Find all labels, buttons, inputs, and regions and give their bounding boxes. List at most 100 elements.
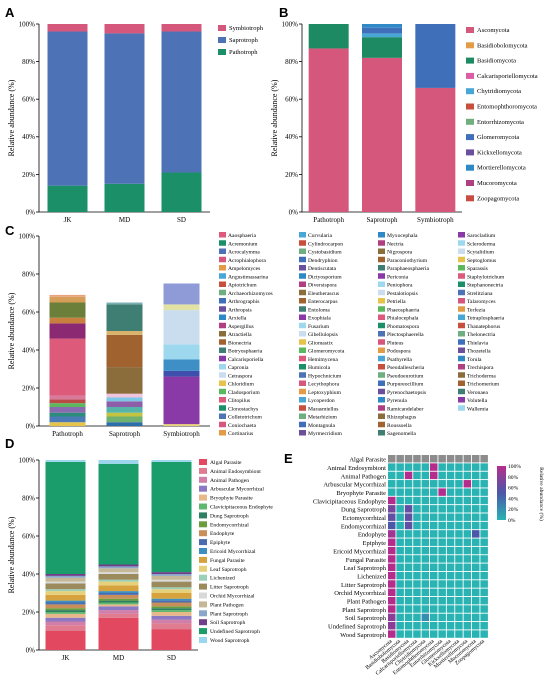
e-heatmap-cell [472, 505, 480, 513]
e-heatmap-cell [438, 613, 446, 622]
e-heatmap-cell [430, 455, 438, 463]
c-legend-swatch [299, 298, 306, 304]
e-heatmap-cell [421, 546, 430, 555]
e-heatmap-cell [388, 530, 396, 538]
e-heatmap-cell [388, 596, 396, 605]
e-heatmap-cell [438, 538, 446, 546]
d-legend-swatch [199, 459, 207, 465]
c-legend-swatch [458, 240, 465, 246]
d-legend-label: Plant Pathogen [210, 602, 244, 608]
c-bar-segment [49, 317, 86, 324]
e-heatmap-cell [430, 505, 438, 513]
d-bar-segment [45, 577, 86, 582]
c-y-tick-label: 0% [26, 422, 36, 430]
c-bar-segment [49, 338, 86, 396]
c-legend-label: Calcarisporiella [228, 357, 264, 363]
e-heatmap-cell [388, 613, 396, 622]
e-heatmap-cell [463, 471, 472, 480]
c-legend-label: Montagnula [308, 423, 336, 429]
e-heatmap-cell [396, 605, 404, 613]
a-legend-label: Pathotroph [229, 49, 258, 56]
d-legend-swatch [199, 637, 207, 643]
e-colorbar-tick: 40% [508, 496, 519, 502]
e-heatmap-cell [430, 546, 438, 555]
b-legend-label: Mucoromycota [477, 180, 517, 187]
c-legend-swatch [299, 372, 306, 378]
e-heatmap-cell [480, 588, 488, 597]
c-x-tick-label: Saprotroph [109, 430, 141, 438]
c-legend-swatch [299, 380, 306, 386]
d-bar-segment [45, 625, 86, 631]
d-legend-swatch [199, 601, 207, 608]
e-heatmap-cell [446, 588, 455, 597]
e-heatmap-cell [421, 622, 430, 630]
e-heatmap-cell [413, 455, 421, 463]
b-legend-swatch [466, 118, 474, 125]
e-heatmap-cell [413, 530, 421, 538]
b-legend-label: Basidiomycota [477, 58, 516, 65]
e-heatmap-cell [404, 588, 413, 597]
e-heatmap-cell [388, 546, 396, 555]
c-legend-label: Phialocephala [387, 316, 419, 322]
e-heatmap-cell [388, 505, 396, 513]
e-heatmap-cell [404, 613, 413, 622]
d-bar-segment [45, 583, 86, 590]
d-y-tick-label: 60% [22, 532, 35, 540]
e-heatmap-cell [446, 563, 455, 571]
d-bar-segment [45, 591, 86, 595]
e-heatmap-cell [430, 480, 438, 488]
c-y-tick-label: 80% [22, 270, 35, 278]
c-legend-label: Arthropsis [228, 307, 252, 313]
d-bar-segment [151, 593, 192, 599]
c-legend-label: Pseudoeurotium [387, 373, 424, 379]
e-heatmap-cell [430, 521, 438, 530]
c-legend-label: Colletotrichum [228, 415, 263, 421]
e-heatmap-cell [472, 521, 480, 530]
c-legend-swatch [219, 388, 226, 395]
c-legend-swatch [458, 248, 465, 254]
c-legend-swatch [299, 232, 306, 238]
d-bar-segment [98, 568, 139, 573]
e-heatmap-cell [430, 530, 438, 538]
c-legend-label: Acrophialophora [228, 258, 266, 264]
e-heatmap-cell [413, 471, 421, 480]
e-heatmap-cell [396, 538, 404, 546]
e-heatmap-cell [438, 530, 446, 538]
e-colorbar-label: Relative abundance (%) [538, 467, 545, 521]
c-legend-swatch [299, 256, 306, 263]
e-heatmap-cell [455, 580, 463, 588]
c-legend-swatch [299, 421, 306, 428]
d-legend-swatch [199, 565, 207, 572]
e-heatmap-cell [430, 580, 438, 588]
e-heatmap-cell [455, 471, 463, 480]
d-legend-swatch [199, 619, 207, 626]
e-heatmap-cell [421, 580, 430, 588]
e-heatmap-cell [438, 622, 446, 630]
e-row-label: Epiphyte [363, 540, 387, 547]
d-bar-segment [98, 602, 139, 605]
c-legend-swatch [458, 372, 465, 378]
c-bar-segment [49, 407, 86, 413]
c-bar-segment [106, 304, 143, 331]
b-legend-label: Entomophthoromycota [477, 104, 537, 111]
d-legend-label: Ericoid Mycorrhizal [210, 549, 256, 555]
e-heatmap-cell [463, 496, 472, 505]
e-heatmap-cell [413, 580, 421, 588]
e-heatmap-cell [455, 555, 463, 563]
d-bar-segment [45, 608, 86, 611]
c-bar-segment [106, 334, 143, 368]
e-heatmap-cell [421, 521, 430, 530]
e-row-label: Endophyte [358, 532, 386, 539]
e-heatmap-cell [455, 505, 463, 513]
c-legend-swatch [219, 347, 226, 353]
c-legend-swatch [299, 413, 306, 419]
b-legend-swatch [466, 134, 474, 141]
e-heatmap-cell [472, 613, 480, 622]
b-legend-swatch [466, 42, 474, 49]
c-legend-swatch [299, 347, 306, 353]
e-heatmap-cell [455, 530, 463, 538]
d-bar-segment [45, 610, 86, 612]
d-bar-segment [45, 581, 86, 584]
c-legend-swatch [378, 322, 385, 329]
